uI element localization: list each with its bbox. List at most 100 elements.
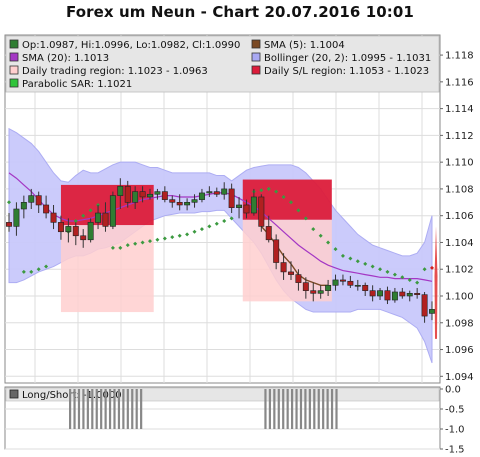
candle-body	[236, 204, 243, 208]
y-tick-label: 1.094	[445, 372, 474, 383]
sma20-line	[8, 172, 433, 282]
pink-square-icon	[9, 65, 19, 75]
sar-point	[88, 208, 93, 213]
sar-point	[110, 245, 115, 250]
sar-point	[229, 216, 234, 221]
long-short-bar	[317, 389, 320, 429]
sar-point	[378, 267, 383, 272]
y-tick-label: 1.112	[445, 131, 474, 142]
sar-point	[125, 243, 130, 248]
candle-body	[43, 204, 50, 214]
y-tick-label: 1.098	[445, 318, 474, 329]
long-short-bar	[73, 389, 76, 429]
sar-point	[318, 233, 323, 238]
chart-title: Forex um Neun - Chart 20.07.2016 10:01	[66, 3, 414, 21]
legend-label: Daily trading region: 1.1023 - 1.0963	[22, 66, 208, 77]
sar-point	[133, 241, 138, 246]
sar-point	[400, 275, 405, 280]
candle-body	[213, 191, 220, 195]
sar-point	[21, 269, 26, 274]
long-short-bar	[313, 389, 316, 429]
sar-point	[281, 194, 286, 199]
candle-body	[362, 284, 369, 291]
long-short-bar	[82, 389, 85, 429]
red-square-icon	[251, 65, 261, 75]
purple-square-icon	[9, 52, 19, 62]
sar-point	[118, 245, 123, 250]
long-short-bar	[335, 389, 338, 429]
long-short-bar	[126, 389, 129, 429]
candle-body	[406, 293, 413, 297]
candle-body	[72, 226, 79, 237]
sar-point	[29, 269, 34, 274]
y-tick-label: 1.100	[445, 292, 474, 303]
candle-body	[154, 191, 161, 195]
sar-point	[422, 267, 427, 272]
candle-body	[347, 280, 354, 286]
legend-label: Parabolic SAR: 1.1021	[22, 79, 132, 90]
sar-point	[155, 237, 160, 242]
candle-body	[198, 192, 205, 200]
y-tick-label: 1.118	[445, 51, 474, 62]
candle-body	[273, 239, 280, 263]
long-short-bar	[277, 389, 280, 429]
sar-point	[73, 219, 78, 224]
long-short-bar	[286, 389, 289, 429]
candle-body	[377, 290, 384, 297]
candle-body	[161, 191, 168, 200]
candle-body	[13, 208, 20, 227]
long-short-bar	[95, 389, 98, 429]
sar-point	[430, 265, 434, 270]
candle-body	[50, 212, 57, 223]
ls-y-tick-label: -1.0	[445, 425, 465, 436]
candle-body	[87, 222, 94, 241]
candle-body	[325, 284, 332, 291]
sar-point	[148, 239, 152, 244]
long-short-bar	[308, 389, 311, 429]
candle-body	[117, 185, 124, 196]
candle-body	[369, 290, 376, 297]
candle-body	[265, 226, 272, 241]
sar-point	[7, 200, 11, 205]
candle-body	[124, 185, 131, 203]
y-tick-label: 1.116	[445, 77, 474, 88]
daily-sl-region	[242, 179, 332, 220]
long-short-bar	[299, 389, 303, 429]
green-square-icon	[9, 39, 19, 49]
legend-label: SMA (20): 1.1013	[22, 53, 109, 64]
candle-body	[258, 196, 265, 227]
candle-body	[288, 271, 294, 275]
sar-point	[363, 261, 368, 266]
candle-body	[302, 282, 309, 291]
candle-body	[391, 291, 398, 301]
candle-body	[206, 191, 213, 194]
sar-point	[177, 233, 182, 238]
sar-point	[340, 253, 345, 258]
candle-body	[332, 279, 339, 286]
candle-body	[354, 284, 361, 287]
candle-body	[421, 294, 428, 317]
ls-y-tick-label: -0.5	[445, 405, 465, 416]
y-tick-label: 1.110	[445, 158, 474, 169]
y-tick-label: 1.106	[445, 211, 474, 222]
long-short-bar	[104, 389, 107, 429]
candle-body	[80, 235, 87, 241]
candle-body	[399, 291, 406, 297]
sar-point	[274, 189, 279, 194]
long-short-bar	[140, 389, 143, 429]
gray-square-icon	[9, 389, 19, 399]
long-short-bar	[91, 389, 94, 429]
long-short-bar	[86, 389, 89, 429]
daily-trading-region	[60, 225, 154, 313]
sar-point	[392, 272, 397, 277]
sar-point	[222, 219, 227, 224]
candle-body	[6, 222, 12, 227]
sar-point	[296, 208, 301, 213]
sar-point	[192, 229, 197, 234]
candle-body	[102, 212, 109, 227]
lavender-square-icon	[251, 52, 261, 62]
candle-body	[339, 279, 346, 282]
candle-body	[221, 188, 228, 195]
candle-body	[20, 202, 27, 210]
